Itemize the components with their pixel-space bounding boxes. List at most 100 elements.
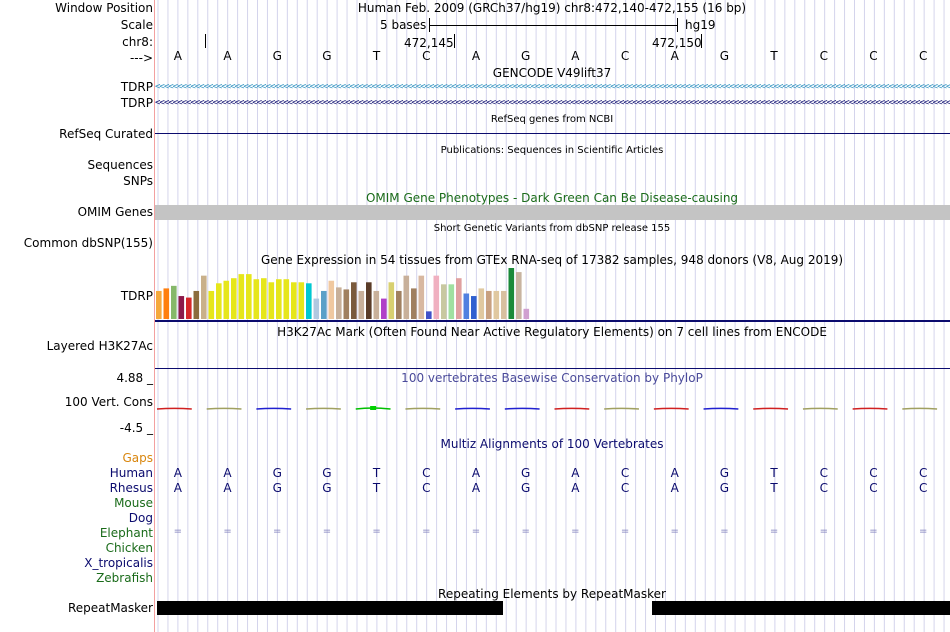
alignment-base: = — [918, 526, 928, 537]
alignment-base: A — [670, 481, 679, 495]
alignment-base: C — [819, 466, 828, 480]
phylop-score — [306, 407, 341, 410]
base-letter: T — [372, 49, 381, 63]
phylop-score — [604, 407, 640, 410]
alignment-base: A — [571, 466, 580, 480]
gtex-tissue-bar — [163, 288, 170, 319]
alignment-base: A — [223, 481, 232, 495]
alignment-base: T — [770, 466, 778, 480]
window-position-label: Window Position — [55, 1, 153, 15]
chrom-label: chr8: — [122, 35, 153, 49]
refseq-track-label[interactable]: RefSeq Curated — [59, 127, 153, 141]
scale-tick-left — [429, 18, 430, 32]
gtex-tissue-bar — [253, 279, 260, 319]
alignment-base: G — [272, 466, 282, 480]
alignment-base: A — [670, 466, 679, 480]
repeatmasker-track-label[interactable]: RepeatMasker — [67, 601, 153, 615]
phylop-score — [256, 407, 292, 410]
gtex-gene-line[interactable] — [155, 320, 950, 322]
gtex-tissue-bar — [523, 308, 530, 319]
species-label[interactable]: Zebrafish — [96, 571, 153, 585]
ruler-tick-3 — [701, 34, 702, 48]
h3k27ac-track-label[interactable]: Layered H3K27Ac — [46, 339, 153, 353]
gencode-transcript-2[interactable]: <<<<<<<<<<<<<<<<<<<<<<<<<<<<<<<<<<<<<<<<… — [155, 98, 950, 108]
gtex-tissue-bar — [268, 282, 275, 319]
phylop-plot[interactable] — [155, 0, 950, 632]
alignment-base: C — [918, 481, 928, 495]
refseq-gene-line[interactable] — [155, 133, 950, 134]
base-letter: G — [719, 49, 730, 63]
species-label[interactable]: Gaps — [122, 451, 153, 465]
repeat-element-1[interactable] — [157, 601, 503, 615]
ruler-tick-2 — [454, 34, 455, 48]
gtex-tissue-bar — [388, 282, 395, 319]
omim-track-label[interactable]: OMIM Genes — [77, 205, 153, 219]
alignment-base: = — [869, 526, 878, 537]
scale-tick-right — [677, 18, 678, 32]
repeat-element-2[interactable] — [652, 601, 950, 615]
alignment-base: A — [173, 466, 182, 480]
track-image[interactable]: Human Feb. 2009 (GRCh37/hg19) chr8:472,1… — [155, 0, 950, 632]
base-letter: G — [322, 49, 332, 63]
alignment-base: = — [273, 526, 282, 537]
gtex-tissue-bar — [411, 288, 417, 319]
species-label[interactable]: Rhesus — [109, 481, 153, 495]
gencode-track-title: GENCODE V49lift37 — [492, 66, 612, 80]
h3k27ac-track-title: H3K27Ac Mark (Often Found Near Active Re… — [277, 325, 827, 339]
gtex-tissue-bar — [366, 282, 372, 319]
gtex-tissue-bar — [486, 290, 492, 319]
phylop-score — [653, 407, 689, 410]
gtex-tissue-bar — [178, 296, 185, 319]
gtex-tissue-bar — [433, 275, 440, 319]
alignment-base: A — [571, 481, 580, 495]
gtex-tissue-bar — [223, 280, 230, 319]
gtex-tissue-bar — [336, 287, 342, 319]
gtex-tissue-bar — [441, 284, 447, 319]
alignment-base: A — [173, 481, 182, 495]
phylop-score — [753, 407, 789, 410]
alignment-base: G — [521, 466, 531, 480]
gencode-gene-label-1[interactable]: TDRP — [120, 80, 153, 94]
scale-label: Scale — [120, 18, 153, 32]
gtex-bar-chart[interactable] — [155, 0, 950, 632]
phylop-score — [852, 407, 888, 410]
phylop-track-label[interactable]: 100 Vert. Cons — [64, 395, 153, 409]
species-label[interactable]: Elephant — [99, 526, 153, 540]
alignment-base: A — [223, 466, 232, 480]
window-position-value: Human Feb. 2009 (GRCh37/hg19) chr8:472,1… — [357, 1, 747, 15]
species-label[interactable]: Mouse — [114, 496, 153, 510]
gtex-tissue-bar — [381, 298, 387, 319]
species-label[interactable]: Chicken — [105, 541, 153, 555]
alignment-base: C — [819, 481, 828, 495]
species-label[interactable]: Dog — [128, 511, 153, 525]
base-letter: A — [173, 49, 182, 63]
gencode-gene-label-2[interactable]: TDRP — [120, 96, 153, 110]
dbsnp-track-label[interactable]: Common dbSNP(155) — [23, 236, 153, 250]
gencode-transcript-1[interactable]: <<<<<<<<<<<<<<<<<<<<<<<<<<<<<<<<<<<<<<<<… — [155, 82, 950, 92]
base-letter: A — [670, 49, 679, 63]
omim-gene-bar[interactable] — [155, 205, 950, 220]
base-letter: C — [620, 49, 630, 63]
alignment-base: = — [173, 526, 183, 537]
sequences-track-label[interactable]: Sequences — [87, 158, 153, 172]
gtex-tissue-bar — [343, 289, 350, 319]
snps-track-label[interactable]: SNPs — [123, 174, 153, 188]
base-letter: A — [571, 49, 580, 63]
species-label[interactable]: X_tropicalis — [84, 556, 153, 570]
phylop-score — [156, 407, 192, 410]
alignment-base: C — [620, 481, 630, 495]
gtex-tissue-bar — [261, 278, 267, 319]
gtex-track-label[interactable]: TDRP — [120, 289, 153, 303]
assembly-label: hg19 — [685, 18, 716, 32]
phylop-score — [405, 407, 441, 410]
phylop-score — [455, 407, 490, 410]
alignment-base: T — [372, 466, 381, 480]
gtex-tissue-bar — [358, 290, 365, 319]
scale-value: 5 bases — [380, 18, 427, 32]
gtex-tissue-bar — [456, 278, 462, 319]
gtex-tissue-bar — [471, 296, 477, 319]
alignment-base: = — [819, 526, 828, 537]
gtex-tissue-bar — [478, 288, 485, 319]
species-label[interactable]: Human — [109, 466, 153, 480]
sidebar-divider — [154, 0, 155, 632]
